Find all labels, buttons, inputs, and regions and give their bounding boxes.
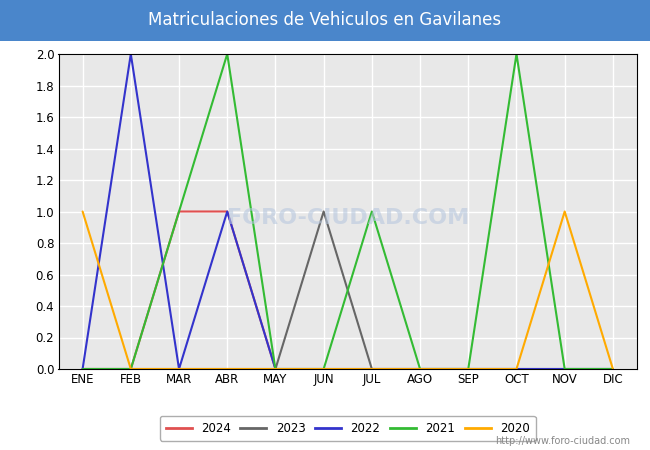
- Text: http://www.foro-ciudad.com: http://www.foro-ciudad.com: [495, 436, 630, 446]
- 2022: [416, 366, 424, 372]
- Line: 2021: 2021: [83, 54, 613, 369]
- 2022: [320, 366, 328, 372]
- 2021: [175, 209, 183, 214]
- 2023: [127, 366, 135, 372]
- 2022: [513, 366, 521, 372]
- 2022: [272, 366, 280, 372]
- 2022: [175, 366, 183, 372]
- 2023: [513, 366, 521, 372]
- 2020: [464, 366, 472, 372]
- 2024: [224, 209, 231, 214]
- 2023: [175, 366, 183, 372]
- 2020: [368, 366, 376, 372]
- Line: 2020: 2020: [83, 212, 613, 369]
- 2020: [127, 366, 135, 372]
- 2020: [416, 366, 424, 372]
- 2020: [272, 366, 280, 372]
- 2022: [79, 366, 86, 372]
- 2020: [609, 366, 617, 372]
- 2020: [561, 209, 569, 214]
- 2024: [127, 366, 135, 372]
- 2023: [416, 366, 424, 372]
- 2021: [320, 366, 328, 372]
- 2023: [320, 209, 328, 214]
- 2021: [416, 366, 424, 372]
- 2023: [464, 366, 472, 372]
- 2024: [272, 366, 280, 372]
- 2021: [609, 366, 617, 372]
- 2021: [127, 366, 135, 372]
- 2023: [224, 366, 231, 372]
- Legend: 2024, 2023, 2022, 2021, 2020: 2024, 2023, 2022, 2021, 2020: [160, 416, 536, 441]
- 2020: [79, 209, 86, 214]
- 2023: [561, 366, 569, 372]
- Line: 2024: 2024: [83, 212, 276, 369]
- 2021: [561, 366, 569, 372]
- 2020: [513, 366, 521, 372]
- 2023: [609, 366, 617, 372]
- 2022: [224, 209, 231, 214]
- 2022: [127, 51, 135, 57]
- 2021: [368, 209, 376, 214]
- 2021: [79, 366, 86, 372]
- 2023: [79, 366, 86, 372]
- 2022: [368, 366, 376, 372]
- 2021: [272, 366, 280, 372]
- 2021: [224, 51, 231, 57]
- 2022: [464, 366, 472, 372]
- 2021: [513, 51, 521, 57]
- 2024: [175, 209, 183, 214]
- 2020: [320, 366, 328, 372]
- Text: FORO-CIUDAD.COM: FORO-CIUDAD.COM: [227, 208, 469, 228]
- 2022: [561, 366, 569, 372]
- 2022: [609, 366, 617, 372]
- 2023: [368, 366, 376, 372]
- Line: 2022: 2022: [83, 54, 613, 369]
- Text: Matriculaciones de Vehiculos en Gavilanes: Matriculaciones de Vehiculos en Gavilane…: [148, 11, 502, 29]
- 2024: [79, 366, 86, 372]
- 2020: [224, 366, 231, 372]
- 2023: [272, 366, 280, 372]
- 2021: [464, 366, 472, 372]
- Line: 2023: 2023: [83, 212, 613, 369]
- 2020: [175, 366, 183, 372]
